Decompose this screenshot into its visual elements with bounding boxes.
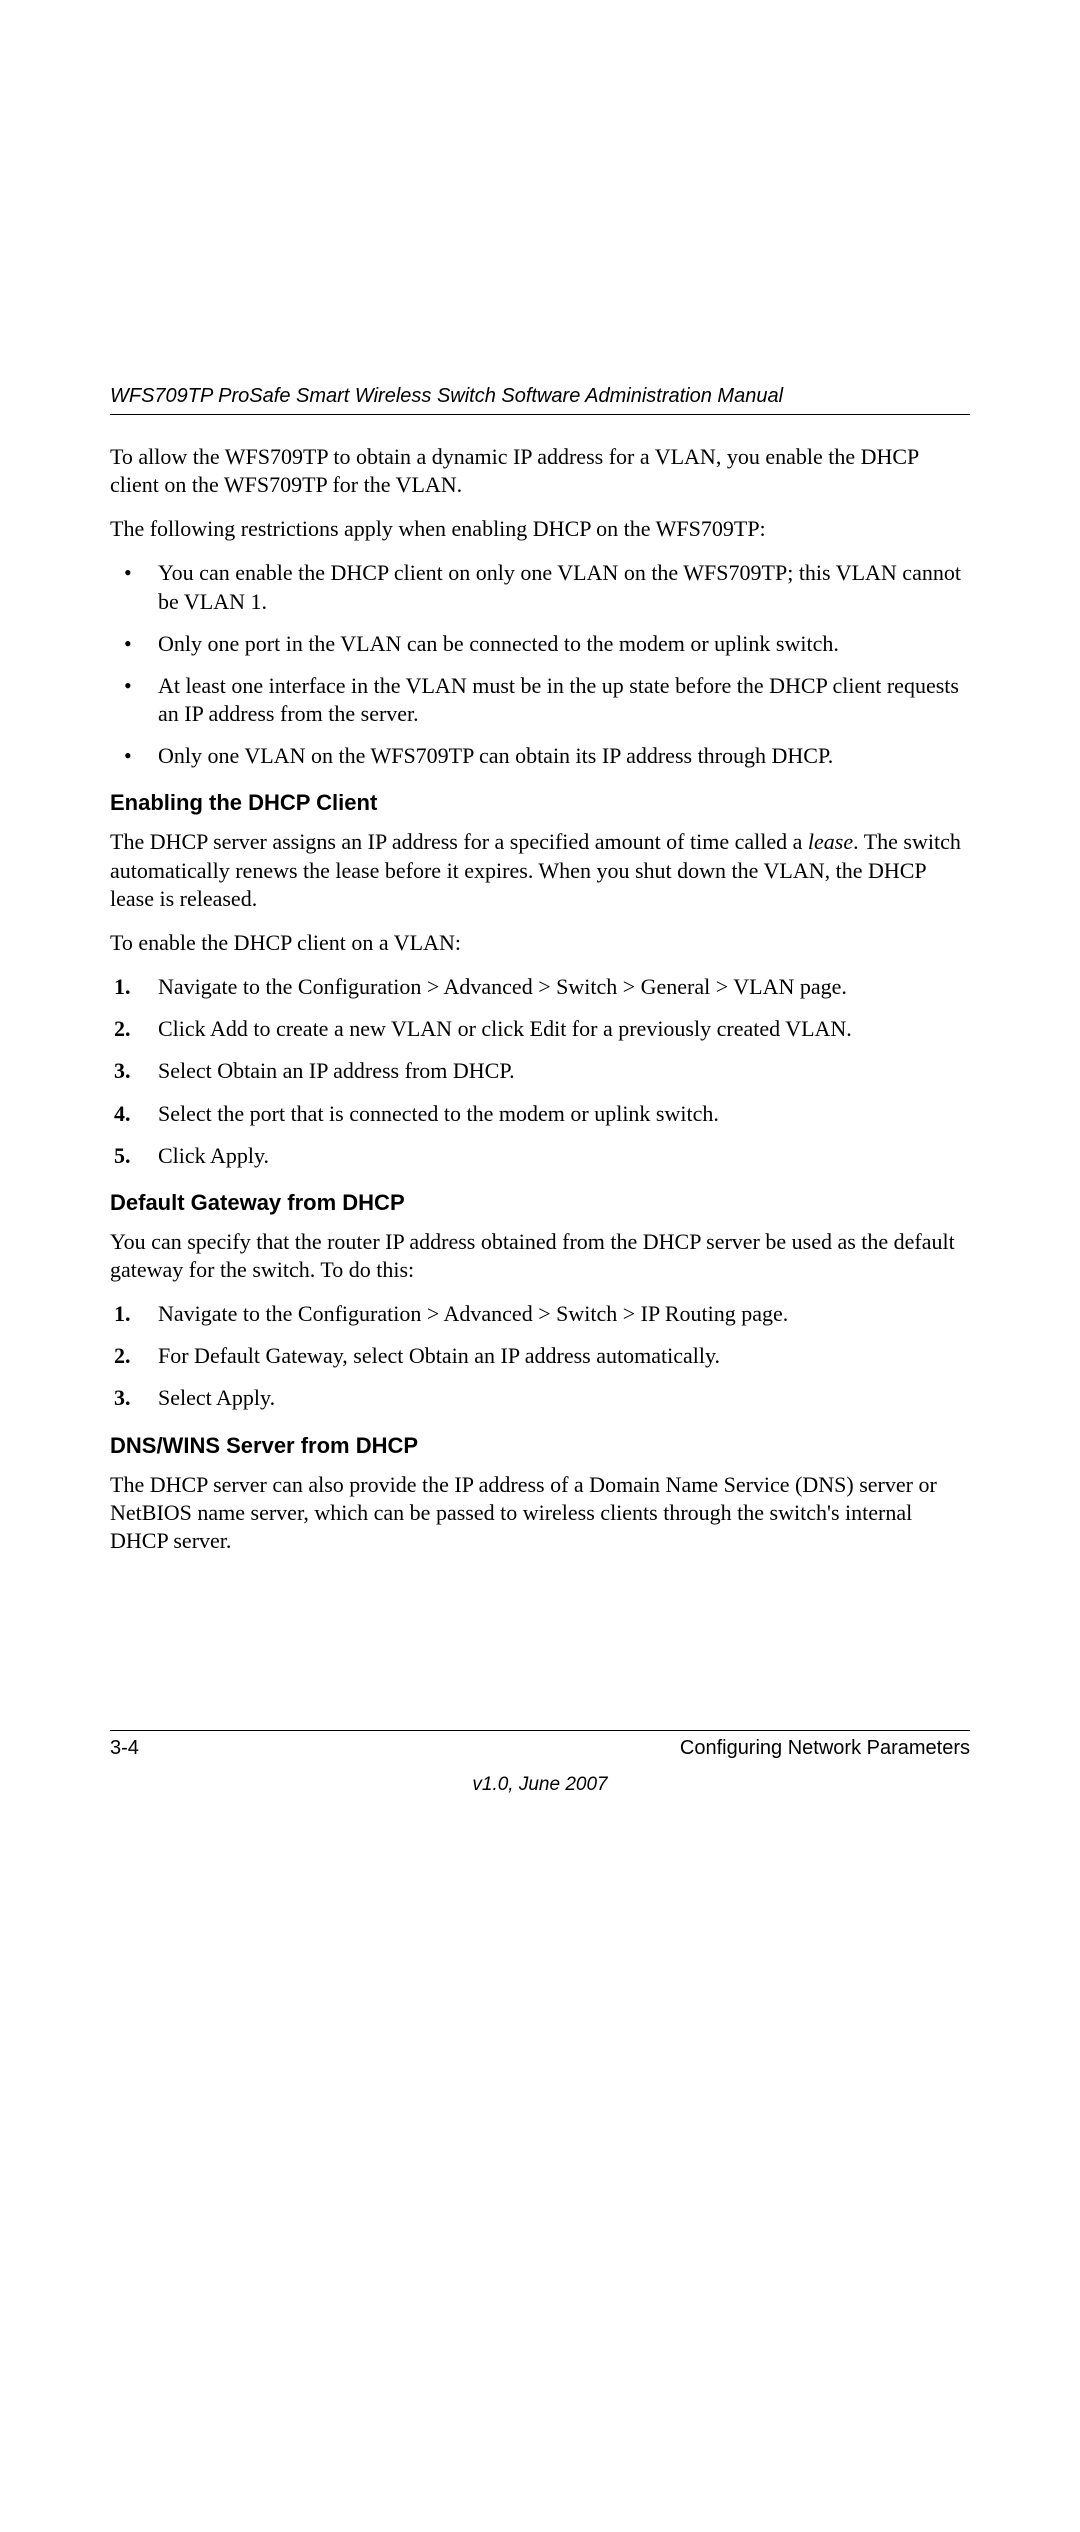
restrictions-list: You can enable the DHCP client on only o…	[110, 559, 970, 770]
list-item: At least one interface in the VLAN must …	[110, 672, 970, 728]
section-heading-enabling-dhcp-client: Enabling the DHCP Client	[110, 790, 970, 816]
page-number: 3-4	[110, 1737, 139, 1760]
list-item: Click Add to create a new VLAN or click …	[110, 1015, 970, 1043]
section2-steps: Navigate to the Configuration > Advanced…	[110, 1300, 970, 1412]
list-item: Only one port in the VLAN can be connect…	[110, 630, 970, 658]
list-item: You can enable the DHCP client on only o…	[110, 559, 970, 615]
section-heading-default-gateway: Default Gateway from DHCP	[110, 1190, 970, 1216]
list-item: Only one VLAN on the WFS709TP can obtain…	[110, 742, 970, 770]
list-item: Navigate to the Configuration > Advanced…	[110, 973, 970, 1001]
list-item: Navigate to the Configuration > Advanced…	[110, 1300, 970, 1328]
section2-paragraph: You can specify that the router IP addre…	[110, 1228, 970, 1284]
section1-steps: Navigate to the Configuration > Advanced…	[110, 973, 970, 1170]
list-item: Select Apply.	[110, 1384, 970, 1412]
list-item: Click Apply.	[110, 1142, 970, 1170]
footer-version: v1.0, June 2007	[110, 1774, 970, 1796]
section-heading-dns-wins: DNS/WINS Server from DHCP	[110, 1433, 970, 1459]
page-content: WFS709TP ProSafe Smart Wireless Switch S…	[110, 385, 970, 1571]
footer-rule	[110, 1730, 970, 1731]
text-run: The DHCP server assigns an IP address fo…	[110, 829, 808, 854]
section1-paragraph: The DHCP server assigns an IP address fo…	[110, 828, 970, 912]
header-rule	[110, 414, 970, 415]
list-item: Select Obtain an IP address from DHCP.	[110, 1057, 970, 1085]
page-footer: 3-4 Configuring Network Parameters v1.0,…	[110, 1730, 970, 1796]
section3-paragraph: The DHCP server can also provide the IP …	[110, 1471, 970, 1555]
footer-section-title: Configuring Network Parameters	[680, 1737, 970, 1760]
running-header: WFS709TP ProSafe Smart Wireless Switch S…	[110, 385, 970, 414]
section1-lead: To enable the DHCP client on a VLAN:	[110, 929, 970, 957]
list-item: For Default Gateway, select Obtain an IP…	[110, 1342, 970, 1370]
restrictions-lead: The following restrictions apply when en…	[110, 515, 970, 543]
intro-paragraph: To allow the WFS709TP to obtain a dynami…	[110, 443, 970, 499]
italic-term: lease	[808, 829, 853, 854]
list-item: Select the port that is connected to the…	[110, 1100, 970, 1128]
footer-row: 3-4 Configuring Network Parameters	[110, 1737, 970, 1760]
